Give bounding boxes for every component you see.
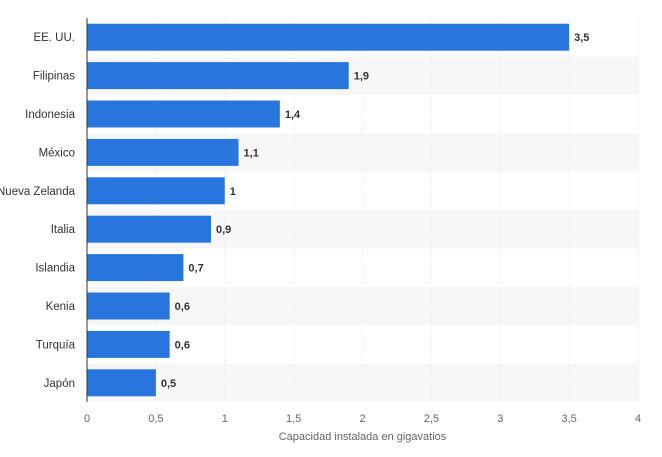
- data-label: 0,5: [161, 378, 176, 390]
- x-tick-label: 4: [635, 413, 641, 425]
- category-label: Italia: [51, 224, 76, 236]
- x-tick-label: 0,5: [148, 413, 163, 425]
- category-label: EE. UU.: [33, 32, 75, 44]
- data-label: 0,6: [175, 339, 190, 351]
- x-axis-ticks: 0 0,5 1 1,5 2 2,5 3 3,5 4: [84, 413, 641, 425]
- x-tick-label: 3: [497, 413, 503, 425]
- bar: [87, 177, 225, 205]
- category-label: Kenia: [46, 301, 76, 313]
- x-tick-label: 3,5: [561, 413, 576, 425]
- data-label: 0,6: [175, 301, 190, 313]
- data-label: 3,5: [574, 32, 589, 44]
- data-labels: 3,5 1,9 1,4 1,1 1 0,9 0,7 0,6 0,6 0,5: [161, 32, 590, 390]
- bar: [87, 292, 170, 320]
- category-labels: EE. UU. Filipinas Indonesia México Nueva Zel…: [0, 32, 76, 390]
- data-label: 1,4: [285, 109, 301, 121]
- bar: [87, 254, 184, 282]
- category-label: Islandia: [35, 263, 75, 275]
- bar: [87, 330, 170, 358]
- bar: [87, 62, 349, 90]
- x-tick-label: 0: [84, 413, 90, 425]
- x-axis-title: Capacidad instalada en gigavatios: [279, 431, 447, 443]
- bar: [87, 100, 280, 128]
- bar: [87, 369, 156, 397]
- data-label: 1,9: [354, 71, 369, 83]
- bar: [87, 23, 570, 51]
- bars: [87, 23, 570, 397]
- bar: [87, 215, 211, 243]
- category-label: Filipinas: [33, 71, 75, 83]
- category-label: México: [39, 147, 75, 159]
- category-label: Indonesia: [25, 109, 75, 121]
- x-tick-label: 2,5: [424, 413, 439, 425]
- data-label: 0,9: [216, 224, 231, 236]
- category-label: Nueva Zelanda: [0, 186, 76, 198]
- data-label: 1,1: [244, 147, 259, 159]
- x-tick-label: 2: [359, 413, 365, 425]
- bar: [87, 138, 239, 166]
- data-label: 0,7: [188, 263, 203, 275]
- category-label: Japón: [44, 378, 75, 390]
- x-tick-label: 1,5: [286, 413, 301, 425]
- row-stripes: [87, 56, 638, 402]
- x-tick-label: 1: [222, 413, 228, 425]
- category-label: Turquía: [36, 339, 76, 351]
- data-label: 1: [230, 186, 236, 198]
